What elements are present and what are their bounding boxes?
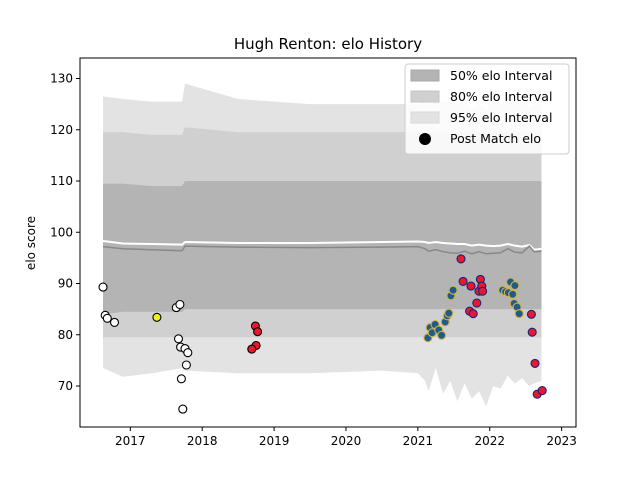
post-match-point [152, 312, 162, 322]
x-tick-label: 2017 [115, 434, 146, 448]
legend-swatch-80 [410, 90, 440, 103]
post-match-point [448, 285, 458, 295]
post-match-point [109, 317, 120, 327]
legend-box [404, 63, 570, 155]
y-tick-label: 130 [50, 72, 73, 86]
axes-frame [79, 57, 577, 428]
post-match-point [437, 330, 447, 340]
x-tick-label: 2021 [403, 434, 434, 448]
post-match-point [98, 282, 108, 292]
post-match-point [458, 276, 468, 286]
x-axis: 2017 2018 2019 2020 2021 2022 2023 [115, 427, 577, 448]
legend-swatch-95 [410, 111, 440, 124]
post-match-point [537, 386, 547, 396]
chart-title: Hugh Renton: elo History [234, 35, 422, 53]
post-match-points [98, 254, 547, 414]
mean-line [102, 240, 542, 251]
post-match-point [510, 281, 520, 291]
interval-bands [103, 83, 542, 407]
y-tick-label: 80 [58, 328, 73, 342]
x-tick-label: 2023 [546, 434, 577, 448]
trend-lines [102, 240, 542, 255]
y-axis-label: elo score [24, 216, 38, 270]
plot-area [98, 83, 547, 414]
y-tick-label: 110 [50, 174, 73, 188]
x-tick-label: 2018 [187, 434, 218, 448]
post-match-point [444, 308, 454, 318]
legend-label-80: 80% elo Interval [450, 89, 552, 104]
post-match-point [472, 298, 482, 308]
post-match-point [247, 344, 257, 354]
post-match-point [508, 289, 518, 299]
x-tick-label: 2022 [474, 434, 505, 448]
y-tick-label: 70 [58, 379, 73, 393]
post-match-point [253, 327, 263, 337]
post-match-point [183, 348, 193, 358]
post-match-point [468, 309, 478, 319]
post-match-point [514, 309, 524, 319]
post-match-point [526, 309, 536, 319]
post-match-point [178, 404, 188, 414]
post-match-point [530, 358, 540, 368]
legend-label-point: Post Match elo [450, 131, 541, 146]
post-match-point [173, 334, 184, 344]
legend-label-50: 50% elo Interval [450, 68, 552, 83]
y-axis: 70 80 90 100 110 120 130 [50, 72, 80, 393]
median-line [102, 245, 542, 255]
legend-label-95: 95% elo Interval [450, 110, 552, 125]
legend-swatch-50 [410, 69, 440, 82]
y-tick-label: 120 [50, 123, 73, 137]
post-match-point [102, 313, 112, 323]
y-tick-label: 100 [50, 225, 73, 239]
legend-marker-point [419, 133, 431, 145]
post-match-point [466, 281, 476, 291]
post-match-point [176, 374, 186, 384]
legend: 50% elo Interval 80% elo Interval 95% el… [404, 63, 570, 155]
post-match-point [478, 286, 488, 296]
post-match-point [527, 327, 537, 337]
post-match-point [456, 254, 466, 264]
x-tick-label: 2020 [331, 434, 362, 448]
post-match-point [181, 360, 191, 370]
x-tick-label: 2019 [259, 434, 290, 448]
y-tick-label: 90 [58, 277, 73, 291]
post-match-point [175, 299, 185, 310]
